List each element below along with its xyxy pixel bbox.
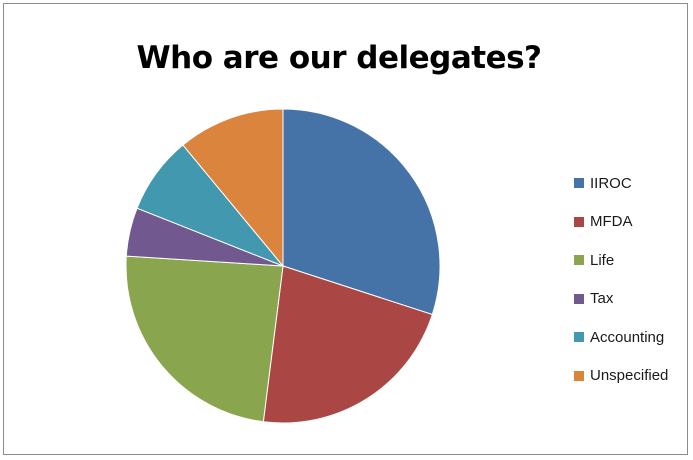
- chart-legend: IIROC MFDA Life Tax Accounting Unspecified: [574, 164, 668, 395]
- legend-label: Accounting: [590, 328, 665, 346]
- chart-title: Who are our delegates?: [136, 40, 542, 76]
- legend-item-iiroc: IIROC: [574, 164, 668, 203]
- legend-label: Unspecified: [590, 367, 669, 385]
- pie-slice-life: [125, 255, 284, 423]
- chart-area: Who are our delegates? IIROC MFDA Life Tax A…: [3, 3, 688, 455]
- pie-slice-iiroc: [282, 108, 441, 316]
- legend-swatch: [574, 178, 584, 189]
- legend-item-accounting: Accounting: [574, 318, 668, 357]
- legend-swatch: [574, 255, 584, 266]
- legend-label: MFDA: [590, 213, 633, 231]
- legend-item-unspecified: Unspecified: [574, 357, 668, 396]
- legend-label: IIROC: [590, 174, 632, 192]
- legend-swatch: [574, 370, 584, 381]
- pie-slice-mfda: [262, 265, 433, 424]
- legend-item-tax: Tax: [574, 280, 668, 319]
- legend-label: Tax: [590, 290, 614, 308]
- pie-slice-unspecified: [182, 108, 284, 268]
- legend-label: Life: [590, 251, 615, 269]
- legend-swatch: [574, 216, 584, 227]
- legend-swatch: [574, 332, 584, 343]
- legend-item-mfda: MFDA: [574, 203, 668, 242]
- pie-chart: [125, 108, 441, 424]
- legend-item-life: Life: [574, 241, 668, 280]
- legend-swatch: [574, 293, 584, 304]
